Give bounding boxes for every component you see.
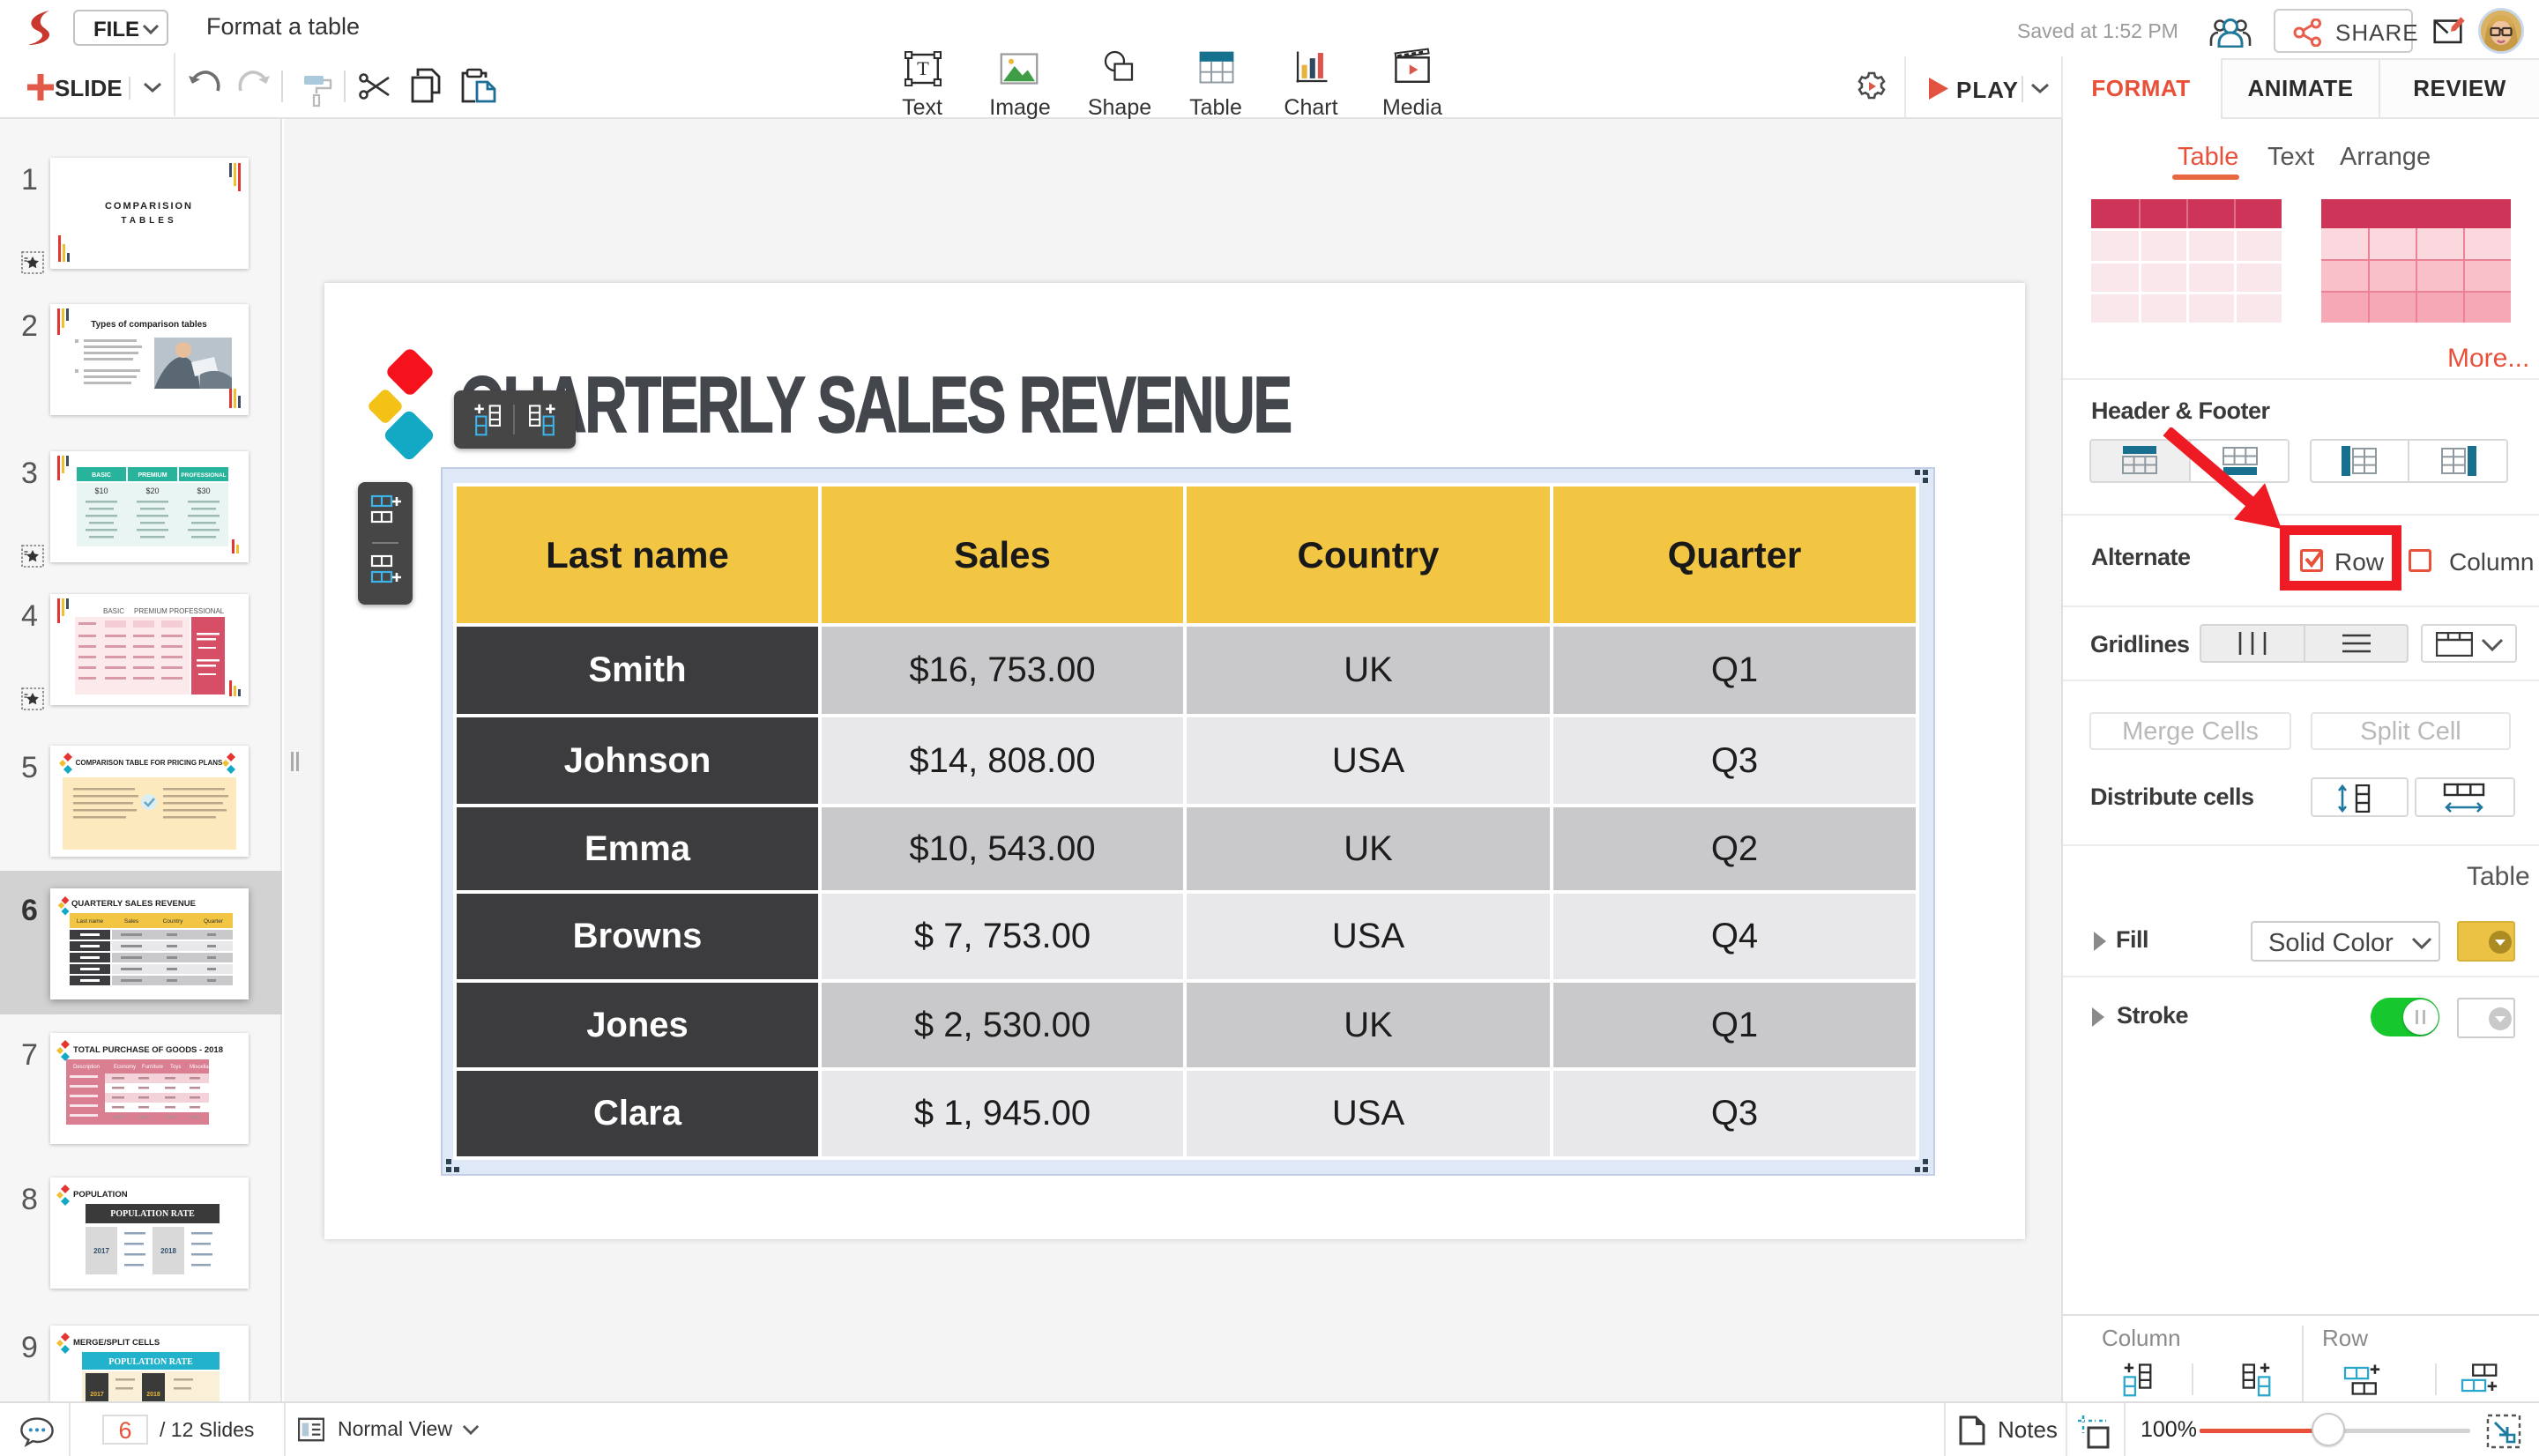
svg-text:POPULATION RATE: POPULATION RATE: [110, 1209, 195, 1219]
svg-text:TABLES: TABLES: [121, 216, 176, 226]
svg-text:PREMIUM: PREMIUM: [138, 472, 167, 479]
svg-text:Country: Country: [163, 918, 184, 925]
svg-text:MERGE/SPLIT CELLS: MERGE/SPLIT CELLS: [73, 1338, 160, 1348]
svg-text:POPULATION: POPULATION: [73, 1190, 128, 1200]
svg-text:PROFESSIONAL: PROFESSIONAL: [169, 607, 225, 615]
svg-text:$30: $30: [197, 487, 210, 495]
svg-text:2018: 2018: [146, 1392, 160, 1398]
svg-text:BASIC: BASIC: [92, 472, 111, 479]
svg-text:Last name: Last name: [77, 918, 104, 925]
svg-text:PREMIUM: PREMIUM: [134, 607, 168, 615]
svg-text:2018: 2018: [160, 1247, 176, 1255]
svg-text:QUARTERLY SALES REVENUE: QUARTERLY SALES REVENUE: [71, 899, 196, 909]
svg-text:Toys: Toys: [170, 1065, 181, 1070]
svg-text:Miscellaneous: Miscellaneous: [190, 1065, 223, 1070]
svg-text:COMPARISON TABLE FOR PRICING P: COMPARISON TABLE FOR PRICING PLANS: [76, 759, 223, 767]
svg-text:PROFESSIONAL: PROFESSIONAL: [181, 472, 226, 479]
svg-text:COMPARISION: COMPARISION: [105, 201, 193, 212]
svg-text:2017: 2017: [90, 1392, 104, 1398]
svg-text:Sales: Sales: [124, 918, 139, 925]
svg-text:Types of comparison tables: Types of comparison tables: [91, 320, 207, 330]
svg-text:T: T: [917, 57, 929, 79]
svg-text:Economy: Economy: [114, 1065, 136, 1070]
svg-text:Description: Description: [73, 1065, 100, 1070]
svg-text:Furniture: Furniture: [142, 1065, 164, 1070]
svg-text:$20: $20: [145, 487, 159, 495]
svg-text:$10: $10: [94, 487, 108, 495]
svg-text:2017: 2017: [93, 1247, 109, 1255]
svg-text:TOTAL PURCHASE OF GOODS - 2018: TOTAL PURCHASE OF GOODS - 2018: [73, 1045, 223, 1055]
svg-text:POPULATION RATE: POPULATION RATE: [108, 1357, 193, 1367]
svg-text:BASIC: BASIC: [103, 607, 124, 615]
svg-text:Quarter: Quarter: [204, 918, 224, 925]
